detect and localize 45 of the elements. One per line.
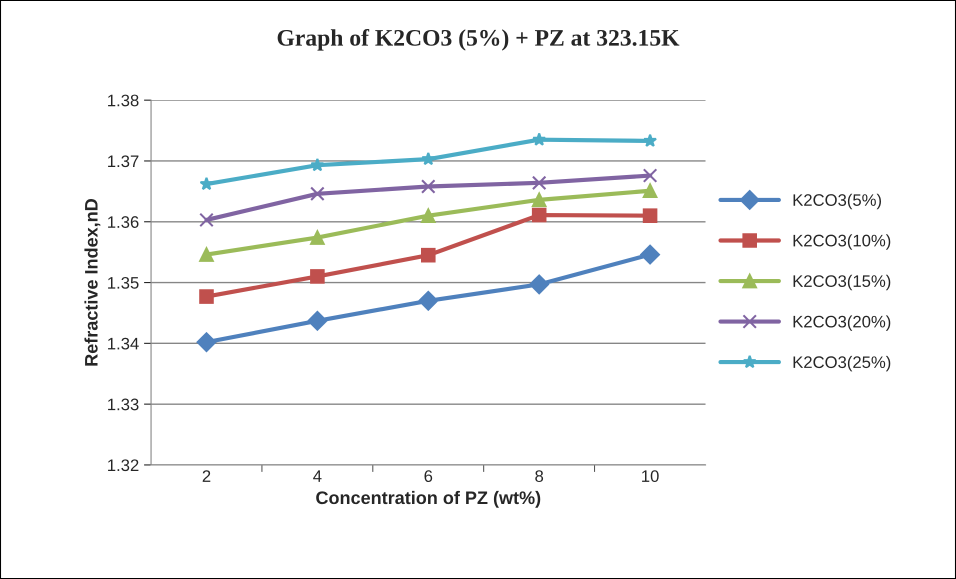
legend-label: K2CO3(25%) <box>794 356 890 372</box>
point <box>420 208 436 223</box>
y-tick-label: 1.32 <box>108 459 138 472</box>
point <box>310 269 325 284</box>
point <box>199 247 214 262</box>
point <box>529 274 550 294</box>
point <box>199 289 214 304</box>
point <box>642 208 658 223</box>
x-tick-label: 10 <box>642 470 659 482</box>
chart-title: Graph of K2CO3 (5%) + PZ at 323.15K <box>278 28 680 51</box>
x-tick-label: 4 <box>313 470 322 482</box>
y-tick-label: 1.36 <box>108 216 139 228</box>
y-tick-label: 1.33 <box>108 398 139 410</box>
point <box>308 310 328 331</box>
point <box>532 176 546 190</box>
y-axis-title: Refractive Index,nD <box>84 199 100 366</box>
point <box>418 290 438 311</box>
point <box>640 244 660 264</box>
point <box>421 152 436 166</box>
point <box>310 186 325 202</box>
x-tick-label: 2 <box>202 470 210 482</box>
point <box>196 332 216 352</box>
point <box>420 248 436 262</box>
y-tick-label: 1.37 <box>108 155 138 168</box>
legend-label: K2CO3(5%) <box>794 194 882 210</box>
point <box>642 183 658 198</box>
point <box>532 192 546 208</box>
point <box>642 168 658 183</box>
point <box>643 134 658 147</box>
point <box>532 208 546 222</box>
y-tick-label: 1.34 <box>108 338 139 350</box>
point <box>420 179 436 194</box>
point <box>200 176 214 190</box>
point <box>310 158 324 172</box>
legend-label: K2CO3(15%) <box>794 274 890 290</box>
legend-label: K2CO3(20%) <box>794 315 890 331</box>
x-tick-label: 8 <box>535 470 544 482</box>
point <box>199 212 214 228</box>
x-axis-title: Concentration of PZ (wt%) <box>316 490 540 508</box>
legend-label: K2CO3(10%) <box>794 234 890 250</box>
y-tick-label: 1.38 <box>108 94 139 106</box>
point <box>532 132 546 146</box>
point <box>310 230 325 245</box>
x-tick-label: 6 <box>424 470 432 482</box>
y-tick-label: 1.35 <box>108 276 139 289</box>
